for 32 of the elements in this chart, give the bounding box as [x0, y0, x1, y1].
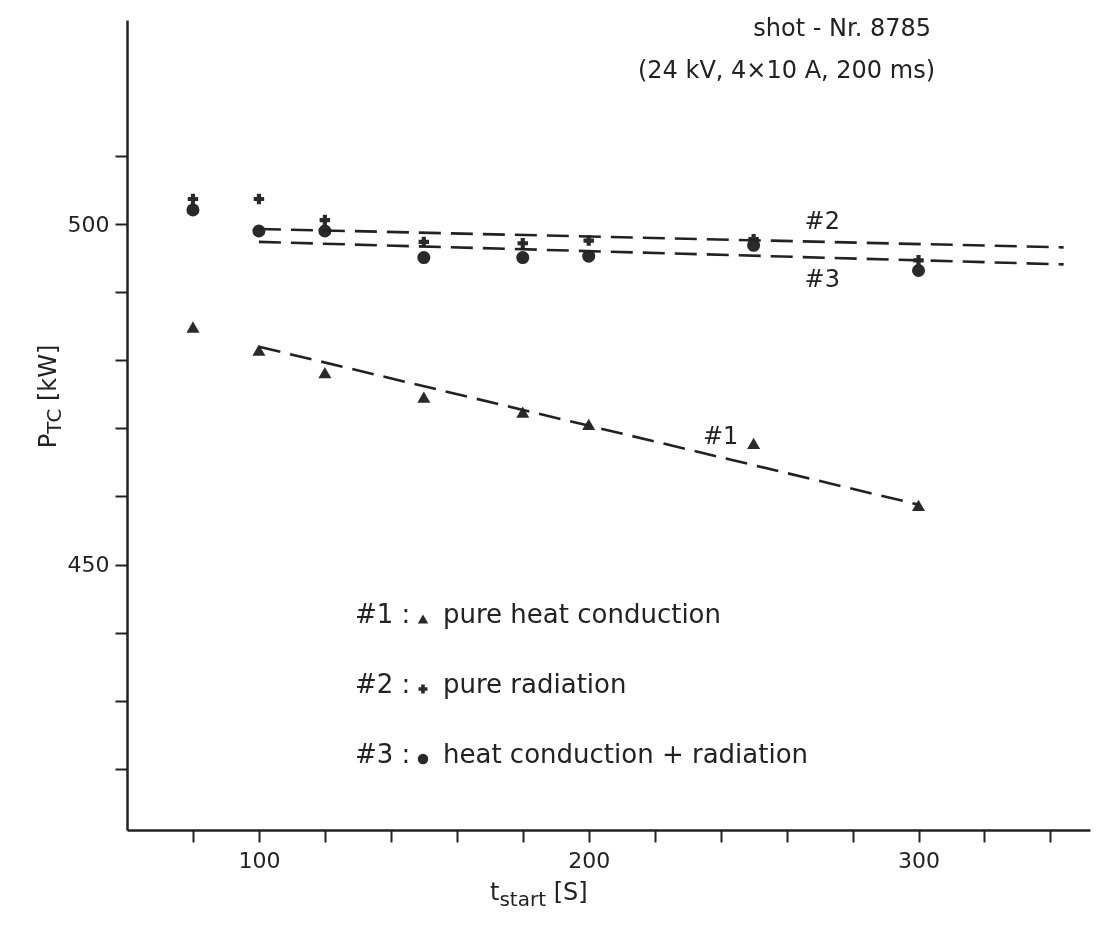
legend-label: pure heat conduction	[443, 599, 721, 629]
point	[187, 193, 199, 205]
point	[583, 235, 594, 246]
x-axis-title: t$_{start}$ [S]	[490, 878, 588, 911]
point	[911, 263, 926, 277]
y-tick-label: 500	[67, 211, 110, 237]
annotation: #1 :	[355, 599, 411, 629]
point	[516, 251, 530, 265]
point	[417, 251, 431, 265]
text: (24 kV, 4×10 A, 200 ms)	[637, 56, 935, 84]
chart-title: shot - Nr. 8785	[753, 14, 931, 42]
x-tick-label: 200	[568, 847, 611, 873]
annotation: #3 :	[355, 739, 411, 769]
point	[517, 238, 528, 249]
series-label: #1	[702, 422, 739, 451]
x-tick-label: 300	[898, 847, 941, 873]
series-label: #2	[804, 206, 840, 235]
point	[747, 437, 761, 450]
point	[186, 321, 200, 333]
point	[911, 499, 926, 511]
point	[253, 193, 265, 205]
annotation: #2 :	[355, 669, 411, 699]
point	[318, 366, 332, 379]
legend-label: heat conduction + radiation	[443, 739, 809, 769]
point	[319, 214, 331, 226]
legend-label: pure radiation	[443, 669, 627, 699]
point	[417, 391, 431, 403]
series-label: #3	[804, 264, 840, 293]
x-tick-label: 100	[238, 847, 281, 873]
y-tick-label: 450	[67, 552, 110, 578]
point	[252, 344, 266, 356]
point	[186, 203, 200, 217]
